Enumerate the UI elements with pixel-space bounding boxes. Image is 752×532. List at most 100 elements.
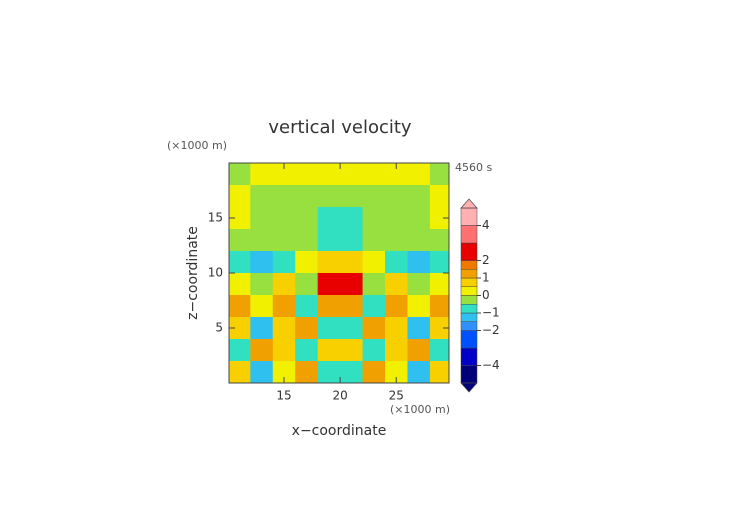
field-cell xyxy=(429,339,449,362)
colorbar-segment xyxy=(460,207,478,226)
colorbar-segment xyxy=(460,312,478,322)
field-cell xyxy=(362,163,386,186)
field-cell xyxy=(317,339,341,362)
colorbar-segment xyxy=(460,304,478,314)
field-cell xyxy=(362,361,386,383)
annotation: 4560 s xyxy=(455,161,492,174)
field-cell xyxy=(229,163,251,186)
field-cell xyxy=(272,273,296,296)
field-cell xyxy=(317,251,341,274)
field-cell xyxy=(429,163,449,186)
field-cell xyxy=(385,273,408,296)
colorbar-segment xyxy=(460,330,478,349)
colorbar-extend-bottom xyxy=(460,382,478,393)
colorbar-segment xyxy=(460,347,478,366)
colorbar-segment xyxy=(460,260,478,270)
field-cell xyxy=(407,273,431,296)
y-axis-title: z−coordinate xyxy=(185,226,201,320)
field-cell xyxy=(229,273,251,296)
field-cell xyxy=(295,229,319,252)
field-cell xyxy=(407,207,431,230)
field-cell xyxy=(317,229,341,252)
field-cell xyxy=(295,295,319,318)
field-cell xyxy=(272,185,296,208)
field-cell xyxy=(429,361,449,383)
colorbar-tick-label: −1 xyxy=(482,306,500,320)
colorbar-segment xyxy=(460,269,478,279)
field-cell xyxy=(340,163,364,186)
field-cell xyxy=(250,339,274,362)
field-cell xyxy=(362,251,386,274)
field-cell xyxy=(385,361,408,383)
field-cell xyxy=(429,317,449,340)
field-cell xyxy=(340,185,364,208)
field-cell xyxy=(229,339,251,362)
field-cell xyxy=(429,295,449,318)
field-cell xyxy=(340,339,364,362)
field-cell xyxy=(407,295,431,318)
colorbar-segment xyxy=(460,225,478,244)
y-tick-label: 10 xyxy=(208,266,223,280)
field-cell xyxy=(429,273,449,296)
y-tick-label: 15 xyxy=(208,211,223,225)
field-cell xyxy=(317,207,341,230)
x-tick-label: 20 xyxy=(332,389,347,403)
field-cell xyxy=(407,361,431,383)
field-cell xyxy=(317,163,341,186)
field-cell xyxy=(272,339,296,362)
field-cell xyxy=(250,207,274,230)
field-cell xyxy=(250,185,274,208)
field-cell xyxy=(340,207,364,230)
field-cell xyxy=(317,185,341,208)
colorbar-tick-label: 2 xyxy=(482,253,490,267)
field-cell xyxy=(340,251,364,274)
y-unit: (×1000 m) xyxy=(167,139,227,152)
field-cell xyxy=(385,251,408,274)
field-cell xyxy=(295,251,319,274)
field-cell xyxy=(229,361,251,383)
field-cell xyxy=(362,339,386,362)
colorbar-segment xyxy=(460,242,478,261)
colorbar-segment xyxy=(460,365,478,384)
colorbar-segment xyxy=(460,277,478,287)
field-cell xyxy=(295,361,319,383)
field-cell xyxy=(407,317,431,340)
field-cell xyxy=(250,251,274,274)
colorbar-tick-label: −4 xyxy=(482,358,500,372)
x-axis-title: x−coordinate xyxy=(292,423,387,439)
field-cell xyxy=(250,295,274,318)
field-cell xyxy=(407,185,431,208)
field-cell xyxy=(385,317,408,340)
field-cell xyxy=(429,229,449,252)
field-cell xyxy=(385,207,408,230)
field-cell xyxy=(362,317,386,340)
field-cell xyxy=(385,295,408,318)
colorbar-tick-label: −2 xyxy=(482,323,500,337)
field-cell xyxy=(362,229,386,252)
field-cell xyxy=(295,339,319,362)
field-cell xyxy=(229,295,251,318)
field-cell xyxy=(272,361,296,383)
colorbar-tick-label: 0 xyxy=(482,288,490,302)
field-cell xyxy=(340,317,364,340)
field-cell xyxy=(407,339,431,362)
field-cell xyxy=(250,361,274,383)
field-cell xyxy=(272,251,296,274)
field-cell xyxy=(295,163,319,186)
field-cell xyxy=(272,295,296,318)
colorbar-extend-top xyxy=(460,198,478,209)
field-cell xyxy=(229,317,251,340)
field-cell xyxy=(317,295,341,318)
field-cell xyxy=(407,229,431,252)
field-cell xyxy=(362,207,386,230)
field-cell xyxy=(385,229,408,252)
field-cell xyxy=(272,163,296,186)
field-cell xyxy=(295,185,319,208)
field-cell xyxy=(340,361,364,383)
field-cell xyxy=(229,251,251,274)
field-cell xyxy=(385,339,408,362)
colorbar-tick-label: 1 xyxy=(482,271,490,285)
field-cell xyxy=(429,207,449,230)
field xyxy=(229,163,449,383)
field-cell xyxy=(295,207,319,230)
